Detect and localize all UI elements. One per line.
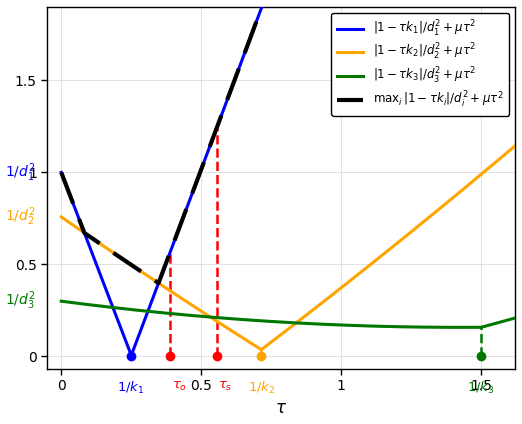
Legend: $|1 - \tau k_1|/d_1^2 + \mu\tau^2$, $|1 - \tau k_2|/d_2^2 + \mu\tau^2$, $|1 - \t: $|1 - \tau k_1|/d_1^2 + \mu\tau^2$, $|1 … <box>331 13 509 116</box>
X-axis label: $\tau$: $\tau$ <box>275 399 287 417</box>
Text: $\tau_o$: $\tau_o$ <box>172 380 187 393</box>
Text: $1/d_2^2$: $1/d_2^2$ <box>5 206 36 228</box>
Text: $1/d_3^2$: $1/d_3^2$ <box>5 290 36 312</box>
Text: $1/k_3$: $1/k_3$ <box>467 380 495 396</box>
Text: $1/k_1$: $1/k_1$ <box>117 380 145 396</box>
Text: $\tau_s$: $\tau_s$ <box>218 380 233 393</box>
Text: $1/k_2$: $1/k_2$ <box>247 380 275 396</box>
Text: $1/d_1^2$: $1/d_1^2$ <box>5 161 36 184</box>
